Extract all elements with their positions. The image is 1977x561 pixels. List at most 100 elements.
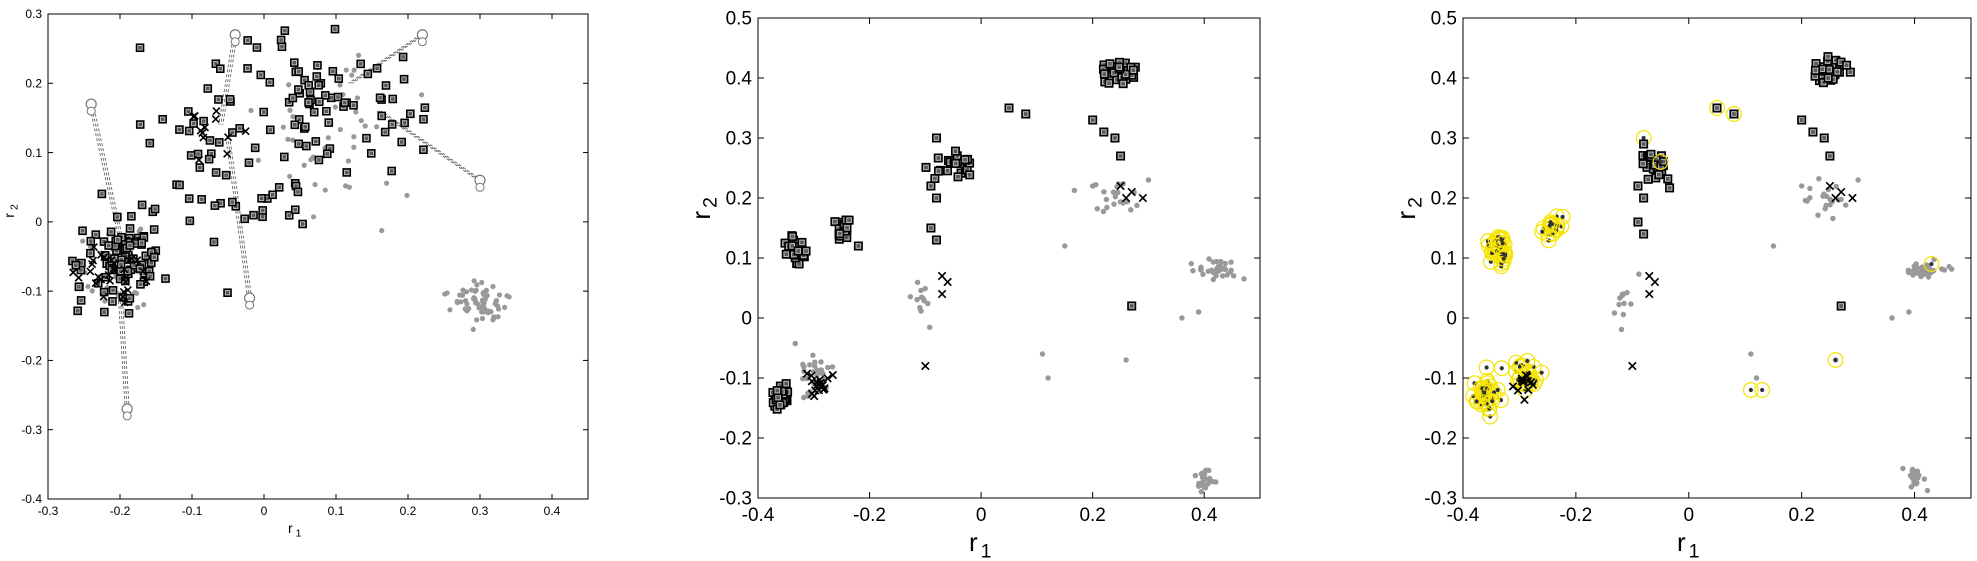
dot-point: [1210, 276, 1217, 283]
dot-point: [458, 299, 464, 305]
x-point: [1513, 386, 1523, 395]
dot-point: [818, 367, 825, 373]
dot-point: [285, 136, 291, 142]
x-point: [121, 273, 130, 282]
dot-point: [1202, 475, 1208, 482]
dot-point: [1062, 243, 1068, 249]
dot-point: [1241, 276, 1247, 282]
y-axis-label: r2: [1391, 197, 1427, 220]
dot-point: [1230, 273, 1237, 279]
dot-point: [506, 294, 512, 300]
square-point: [199, 116, 208, 126]
dot-point: [248, 107, 254, 114]
square-point: [259, 107, 268, 117]
dot-point: [810, 352, 816, 358]
square-point: [324, 118, 334, 127]
square-point: [276, 35, 286, 45]
dot-point: [1200, 271, 1206, 278]
dot-point: [309, 155, 316, 162]
dot-point: [1621, 300, 1627, 307]
square-point: [161, 274, 170, 283]
square-point: [960, 155, 970, 165]
dot-point: [1911, 480, 1917, 486]
dot-point: [1198, 488, 1205, 495]
y-tick-label: 0.3: [25, 7, 42, 21]
square-point: [228, 197, 237, 207]
x-tick-label: 0: [261, 504, 268, 518]
square-point: [209, 237, 219, 247]
square-point: [124, 309, 134, 318]
dot-point: [1101, 189, 1107, 195]
square-point: [150, 204, 160, 214]
square-point: [1638, 159, 1648, 169]
square-point: [244, 158, 254, 168]
dot-point: [490, 283, 496, 290]
square-point: [1127, 301, 1137, 311]
square-point: [1639, 193, 1649, 203]
dot-point: [462, 306, 468, 312]
y-tick-label: 0.1: [25, 146, 42, 160]
square-point: [195, 163, 205, 172]
y-tick-label: -0.3: [1424, 489, 1457, 510]
square-point: [137, 238, 147, 248]
dot-point: [351, 144, 357, 150]
connector-line: [117, 291, 133, 421]
dot-point: [1110, 189, 1117, 195]
dot-point: [474, 317, 480, 323]
axes-frame: [1462, 17, 1972, 499]
square-point: [398, 52, 408, 62]
dot-point: [1815, 212, 1821, 218]
dot-point: [457, 292, 463, 298]
square-point: [1633, 217, 1643, 227]
y-tick-label: 0.2: [1431, 189, 1457, 210]
y-axis-label: r2: [1, 204, 21, 218]
dot-point: [1094, 206, 1100, 212]
x-point: [100, 253, 109, 262]
square-point: [108, 286, 118, 295]
square-point: [265, 78, 275, 87]
dot-point: [286, 82, 292, 88]
square-point: [419, 145, 428, 155]
dot-point: [1914, 475, 1920, 481]
x-tick-label: 0.2: [1079, 505, 1105, 526]
square-point: [185, 216, 195, 226]
dot-point: [1802, 197, 1809, 204]
square-point: [844, 215, 854, 225]
dot-point: [287, 107, 293, 113]
x-point: [1520, 395, 1529, 405]
dot-point: [471, 278, 477, 284]
square-point: [1105, 59, 1115, 69]
dot-point: [480, 309, 486, 315]
dot-point: [829, 364, 836, 370]
y-tick-label: -0.3: [719, 489, 752, 510]
y-tick-label: 0.3: [726, 129, 752, 150]
dot-point: [1104, 204, 1110, 211]
x-point: [1650, 277, 1660, 287]
axes-frame: [47, 13, 589, 500]
square-point: [280, 152, 289, 162]
square-point: [775, 400, 785, 410]
dot-point: [1210, 269, 1217, 275]
square-point: [787, 231, 797, 241]
dot-point: [460, 287, 466, 293]
square-point: [950, 146, 960, 156]
ring-point: [1754, 382, 1771, 398]
dot-point: [255, 157, 261, 163]
square-point: [268, 190, 277, 200]
dot-point: [1111, 201, 1117, 207]
y-tick-label: -0.2: [719, 429, 752, 450]
square-point: [931, 133, 942, 143]
square-point: [1819, 133, 1829, 143]
x-point: [1825, 181, 1835, 191]
x-point: [142, 277, 151, 286]
y-tick-label: -0.1: [1424, 369, 1457, 390]
square-point: [214, 138, 224, 147]
dot-point: [1748, 351, 1754, 357]
y-tick-label: 0.5: [726, 9, 752, 30]
square-point: [243, 64, 252, 73]
square-point: [74, 282, 84, 292]
square-point: [781, 379, 791, 389]
dot-point: [462, 298, 469, 304]
dot-point: [1228, 267, 1234, 274]
